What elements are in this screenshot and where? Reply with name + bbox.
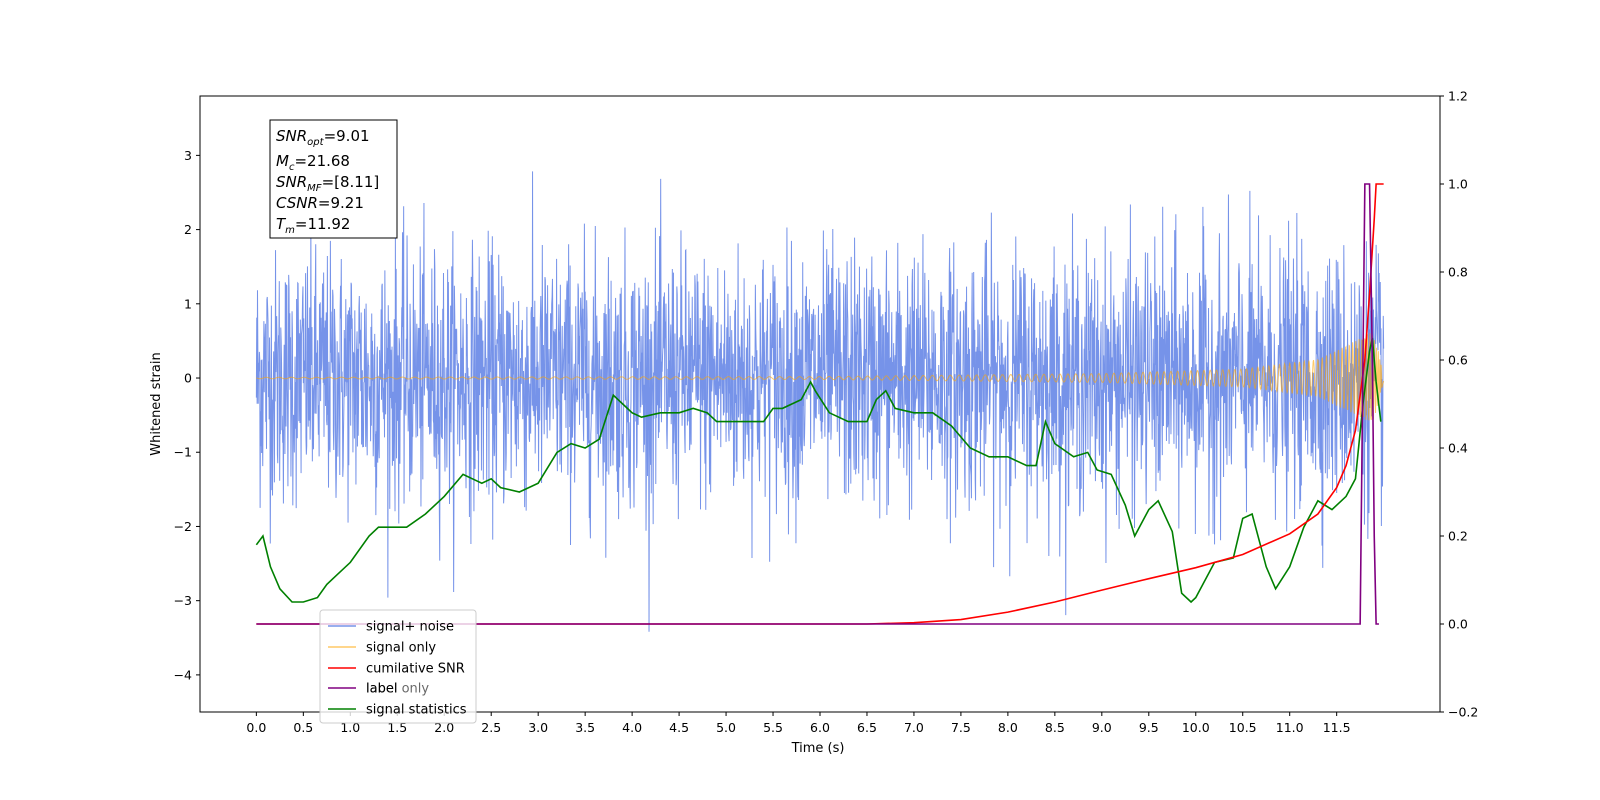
y-right-tick-label: 0.8	[1448, 265, 1468, 280]
x-tick-label: 9.0	[1092, 720, 1112, 735]
x-tick-label: 6.0	[810, 720, 830, 735]
y-left-tick-label: 3	[184, 148, 192, 163]
y-right-tick-label: 0.4	[1448, 441, 1468, 456]
x-tick-label: 3.0	[528, 720, 548, 735]
stat-snr-opt-value: =9.01	[324, 127, 370, 145]
stat-snr-opt-base: SNR	[276, 127, 307, 145]
x-tick-label: 2.5	[481, 720, 501, 735]
y-left-tick-label: −1	[174, 445, 192, 460]
stats-box: SNRopt=9.01 Mc=21.68 SNRMF=[8.11] CSNR=9…	[269, 119, 398, 239]
x-tick-label: 5.0	[716, 720, 736, 735]
x-tick-label: 1.0	[340, 720, 360, 735]
y-right-tick-label: −0.2	[1448, 705, 1478, 720]
x-axis-label: Time (s)	[791, 741, 845, 756]
y-right-tick-label: 0.6	[1448, 353, 1468, 368]
y-left-tick-label: −3	[174, 593, 192, 608]
stat-snr-opt-sub: opt	[307, 137, 324, 148]
x-axis: 0.0 0.5 1.0 1.5 2.0 2.5 3.0 3.5 4.0 4.5 5.0 5.5 6.0 6…	[246, 712, 1351, 735]
stat-csnr-base: CSNR	[276, 194, 318, 212]
x-tick-label: 0.5	[293, 720, 313, 735]
legend: signal+ noise signal only cumilative SNR la…	[319, 609, 477, 724]
stat-mc: Mc=21.68	[276, 152, 350, 173]
series-signal-only-line	[256, 333, 1385, 421]
x-tick-label: 6.5	[857, 720, 877, 735]
series-signal-noise-line	[255, 171, 1385, 632]
y-right-tick-label: 1.0	[1448, 177, 1468, 192]
stats-box-frame	[269, 119, 398, 239]
y-axis-left: 3 2 1 0 −1 −2 −3 −4	[174, 148, 200, 682]
stat-mc-value: =21.68	[294, 152, 350, 170]
stat-tm: Tm=11.92	[276, 215, 350, 236]
x-tick-label: 4.5	[669, 720, 689, 735]
x-tick-label: 10.0	[1182, 720, 1210, 735]
legend-label-text: label	[366, 682, 397, 697]
y-left-tick-label: 1	[184, 296, 192, 311]
x-tick-label: 7.5	[951, 720, 971, 735]
x-tick-label: 1.5	[387, 720, 407, 735]
x-tick-label: 11.5	[1323, 720, 1351, 735]
x-tick-label: 9.5	[1139, 720, 1159, 735]
stat-mc-base: M	[276, 152, 289, 170]
stat-snr-mf: SNRMF=[8.11]	[276, 173, 379, 194]
stat-snr-mf-base: SNR	[276, 173, 307, 191]
y-left-tick-label: 2	[184, 222, 192, 237]
legend-cumulative-snr-text: cumilative SNR	[366, 662, 465, 677]
series-layer	[255, 171, 1385, 632]
y-axis-label: Whitened strain	[149, 352, 164, 455]
x-tick-label: 2.0	[434, 720, 454, 735]
stat-tm-sub: m	[285, 225, 295, 236]
x-tick-label: 11.0	[1276, 720, 1304, 735]
stat-csnr-value: =9.21	[318, 194, 364, 212]
x-tick-label: 10.5	[1229, 720, 1257, 735]
y-right-tick-label: 1.2	[1448, 89, 1468, 104]
x-tick-label: 5.5	[763, 720, 783, 735]
legend-label-only-text: label only	[366, 682, 429, 697]
y-left-tick-label: −4	[174, 667, 192, 682]
stat-mc-sub: c	[289, 162, 295, 173]
series-cumulative-snr-line	[256, 183, 1384, 625]
y-right-tick-label: 0.0	[1448, 617, 1468, 632]
y-right-tick-label: 0.2	[1448, 529, 1468, 544]
x-tick-label: 4.0	[622, 720, 642, 735]
y-left-tick-label: −2	[174, 519, 192, 534]
stat-snr-mf-value: =[8.11]	[322, 173, 380, 191]
y-axis-right: 1.2 1.0 0.8 0.6 0.4 0.2 0.0 −0.2	[1440, 89, 1478, 720]
x-tick-label: 8.0	[998, 720, 1018, 735]
stat-csnr: CSNR=9.21	[276, 194, 364, 212]
stat-snr-mf-sub: MF	[307, 183, 322, 194]
stat-snr-opt: SNRopt=9.01	[276, 127, 370, 148]
series-signal-statistics-line	[255, 337, 1382, 604]
x-tick-label: 8.5	[1045, 720, 1065, 735]
legend-signal-statistics-text: signal statistics	[366, 703, 467, 718]
x-tick-label: 3.5	[575, 720, 595, 735]
series-label-line	[256, 183, 1379, 625]
stat-tm-base: T	[276, 215, 287, 233]
x-tick-label: 0.0	[246, 720, 266, 735]
legend-signal-noise-text: signal+ noise	[366, 620, 454, 635]
x-tick-label: 7.0	[904, 720, 924, 735]
legend-frame	[319, 609, 477, 724]
y-left-tick-label: 0	[184, 371, 192, 386]
stat-tm-value: =11.92	[295, 215, 351, 233]
legend-signal-only-text: signal only	[366, 641, 436, 656]
